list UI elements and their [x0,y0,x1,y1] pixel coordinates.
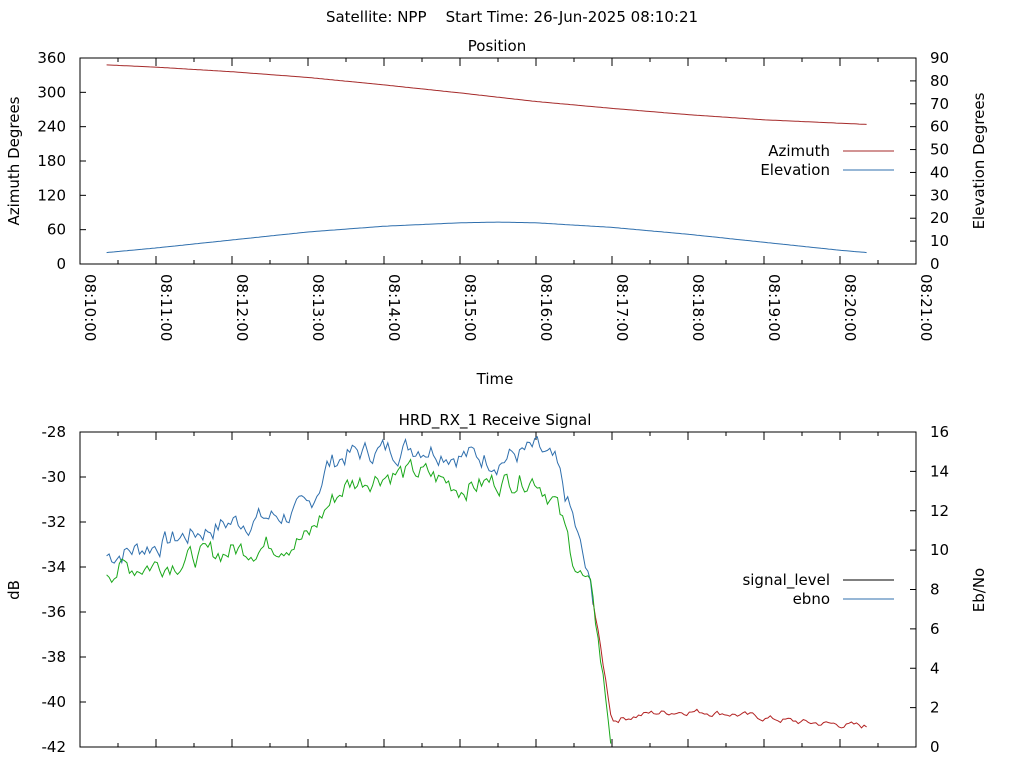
elevation-tick-label: 10 [930,232,949,250]
signal-plot-frame [79,431,917,748]
elevation-tick-label: 90 [930,49,949,67]
signal-series [106,435,867,744]
position-series [106,64,867,254]
azimuth-tick-label: 300 [37,83,66,101]
db-tick-label: -30 [42,468,67,486]
db-tick-label: -28 [42,423,67,441]
time-tick-label: 08:17:00 [613,274,631,341]
time-tick-label: 08:19:00 [765,274,783,341]
legend-label-ebno: ebno [793,590,830,608]
legend-label-signal-level: signal_level [742,571,830,590]
azimuth-tick-label: 0 [56,255,66,273]
time-tick-label: 08:13:00 [309,274,327,341]
signal-chart: HRD_RX_1 Receive Signal -42-40-38-36-34-… [5,411,988,756]
elevation-tick-label: 40 [930,163,949,181]
db-axis: -42 -40 -38 -36 -34 -32 -30 -28 [42,423,86,756]
elevation-tick-label: 30 [930,186,949,204]
signal-chart-title: HRD_RX_1 Receive Signal [399,411,592,430]
ebno-tick-label: 0 [930,738,940,756]
time-tick-label: 08:12:00 [233,274,251,341]
db-tick-label: -34 [42,558,67,576]
time-tick-label: 08:21:00 [917,274,935,341]
time-axis-label: Time [476,370,514,388]
ebno-tick-label: 10 [930,541,949,559]
time-tick-label: 08:14:00 [385,274,403,341]
signal-time-ticks [79,432,917,747]
series-line-elevation [106,221,867,254]
ebno-tick-label: 6 [930,620,940,638]
time-tick-label: 08:16:00 [537,274,555,341]
figure-title: Satellite: NPP Start Time: 26-Jun-2025 0… [326,8,698,26]
elevation-tick-label: 50 [930,141,949,159]
time-tick-label: 08:15:00 [461,274,479,341]
azimuth-tick-label: 180 [37,152,66,170]
legend-label-elevation: Elevation [760,161,830,179]
db-tick-label: -38 [42,648,67,666]
ebno-tick-label: 4 [930,659,940,677]
signal-legend: signal_level ebno [742,571,894,608]
time-axis: 08:10:00 08:11:00 08:12:00 08:13:00 08:14:00… [79,58,935,341]
elevation-tick-label: 0 [930,255,940,273]
series-line-signal-level-weak [592,601,867,729]
ebno-tick-label: 2 [930,699,940,717]
elevation-axis-label: Elevation Degrees [970,92,988,229]
position-chart: Position 0 60 120 180 240 300 360 0 10 20 30 40 50 6… [5,37,988,388]
ebno-tick-label: 14 [930,462,949,480]
azimuth-tick-label: 120 [37,186,66,204]
series-line-ebno [106,458,612,744]
db-tick-label: -32 [42,513,67,531]
ebno-tick-label: 12 [930,502,949,520]
time-tick-label: 08:20:00 [841,274,859,341]
azimuth-tick-label: 240 [37,118,66,136]
azimuth-tick-label: 60 [47,221,66,239]
series-line-signal-level-strong [106,435,594,605]
elevation-tick-label: 80 [930,72,949,90]
legend-label-azimuth: Azimuth [768,142,830,160]
elevation-tick-label: 60 [930,118,949,136]
elevation-axis: 0 10 20 30 40 50 60 70 80 90 [910,49,949,273]
db-tick-label: -36 [42,603,67,621]
position-chart-title: Position [468,37,526,55]
elevation-tick-label: 70 [930,95,949,113]
time-tick-label: 08:18:00 [689,274,707,341]
db-axis-label: dB [5,580,23,600]
azimuth-axis: 0 60 120 180 240 300 360 [37,49,86,273]
db-tick-label: -40 [42,693,67,711]
azimuth-axis-label: Azimuth Degrees [5,96,23,225]
ebno-axis-label: Eb/No [970,568,988,612]
series-line-azimuth [106,64,867,125]
elevation-tick-label: 20 [930,209,949,227]
ebno-tick-label: 8 [930,581,940,599]
time-tick-label: 08:10:00 [81,274,99,341]
time-tick-label: 08:11:00 [157,274,175,341]
position-legend: Azimuth Elevation [760,142,894,179]
azimuth-tick-label: 360 [37,49,66,67]
ebno-axis: 0 2 4 6 8 10 12 14 16 [910,423,949,756]
ebno-tick-label: 16 [930,423,949,441]
db-tick-label: -42 [42,738,67,756]
